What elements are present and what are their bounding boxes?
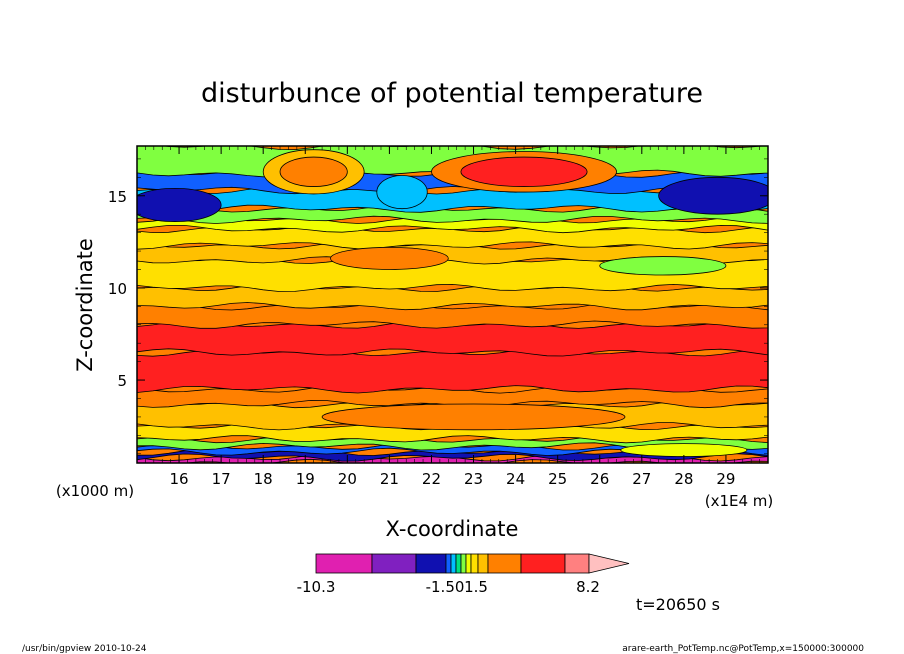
contour-blob [620, 443, 748, 457]
x-unit-label: (x1E4 m) [705, 492, 774, 510]
y-tick-label: 5 [117, 372, 127, 390]
colorbar-segment [315, 553, 373, 574]
colorbar-segment [371, 553, 417, 574]
time-label: t=20650 s [636, 595, 720, 614]
y-axis-label: Z-coordinate [73, 238, 97, 372]
contour-band [137, 320, 768, 357]
colorbar-label-min: -10.3 [297, 578, 336, 596]
contour-band [137, 215, 768, 234]
x-tick-label: 18 [254, 470, 273, 488]
contour-blob [599, 256, 727, 276]
y-tick-label: 10 [108, 280, 127, 298]
contour-blob [658, 176, 768, 215]
colorbar-segment [477, 553, 489, 574]
y-axis-ticks: 5 10 15 [108, 158, 768, 455]
contour-band [137, 302, 768, 329]
contour-blob [460, 156, 588, 187]
colorbar-segment [460, 553, 467, 574]
footer-right: arare-earth_PotTemp.nc@PotTemp,x=150000:… [622, 644, 864, 654]
contour-blob [279, 156, 348, 187]
colorbar-segment [470, 553, 479, 574]
contour-blob [321, 403, 626, 431]
colorbar-label-max: 8.2 [576, 578, 600, 596]
colorbar-segment [445, 553, 452, 574]
colorbar-segment [455, 553, 462, 574]
x-tick-label: 27 [632, 470, 651, 488]
x-tick-label: 22 [422, 470, 441, 488]
colorbar [315, 553, 630, 574]
x-tick-label: 23 [464, 470, 483, 488]
x-tick-label: 19 [296, 470, 315, 488]
x-axis-ticks: 16 17 18 19 20 21 22 23 24 25 26 27 28 29 [136, 146, 769, 488]
x-tick-label: 21 [380, 470, 399, 488]
colorbar-segment [415, 553, 447, 574]
contour-blob [137, 187, 222, 222]
colorbar-segment [465, 553, 472, 574]
x-tick-label: 24 [506, 470, 525, 488]
x-tick-label: 16 [170, 470, 189, 488]
y-unit-label: (x1000 m) [56, 482, 134, 500]
contour-band [137, 204, 768, 224]
colorbar-segment [564, 553, 590, 574]
contour-blob [330, 246, 449, 270]
colorbar-segment [520, 553, 566, 574]
x-tick-label: 29 [716, 470, 735, 488]
colorbar-segment [487, 553, 522, 574]
y-tick-label: 15 [108, 188, 127, 206]
x-tick-label: 20 [338, 470, 357, 488]
x-tick-label: 26 [590, 470, 609, 488]
x-tick-label: 25 [548, 470, 567, 488]
colorbar-segment [450, 553, 457, 574]
footer-left: /usr/bin/gpview 2010-10-24 [22, 644, 147, 654]
contour-blob [376, 175, 428, 210]
plot-frame [136, 145, 769, 464]
colorbar-arrow [588, 553, 630, 574]
x-tick-label: 28 [674, 470, 693, 488]
colorbar-label-neg: -1.50 [426, 578, 465, 596]
x-axis-label: X-coordinate [386, 517, 519, 541]
x-tick-label: 17 [212, 470, 231, 488]
chart-title: disturbunce of potential temperature [201, 78, 703, 109]
contour-blobs [137, 149, 768, 457]
plot-area [137, 146, 768, 463]
colorbar-label-pos: 1.5 [464, 578, 488, 596]
